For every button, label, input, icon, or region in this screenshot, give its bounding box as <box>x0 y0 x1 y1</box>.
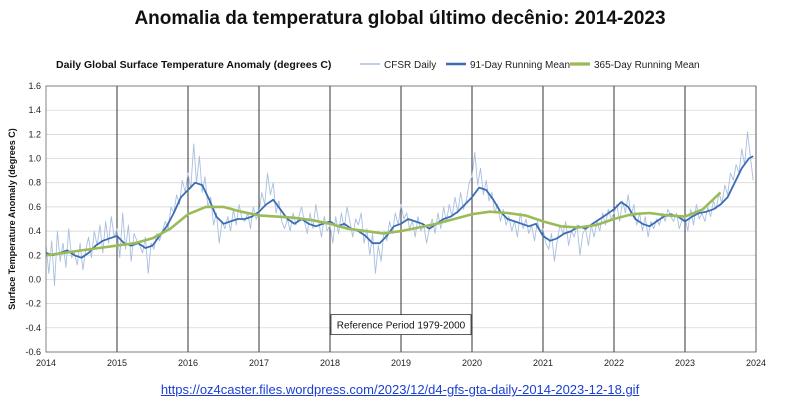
y-tick-label: 0.2 <box>28 250 41 260</box>
reference-period-annotation: Reference Period 1979-2000 <box>330 314 472 336</box>
x-tick-label: 2015 <box>107 358 127 368</box>
x-tick-label: 2022 <box>604 358 624 368</box>
legend-label: 365-Day Running Mean <box>594 60 700 71</box>
x-tick-label: 2024 <box>746 358 766 368</box>
x-tick-label: 2021 <box>533 358 553 368</box>
y-tick-label: 1.0 <box>28 154 41 164</box>
y-tick-label: 1.4 <box>28 105 41 115</box>
y-tick-label: 0.4 <box>28 226 41 236</box>
x-tick-label: 2014 <box>36 358 56 368</box>
x-tick-label: 2019 <box>391 358 411 368</box>
series-cfsr-daily <box>45 131 754 286</box>
source-link[interactable]: https://oz4caster.files.wordpress.com/20… <box>160 382 640 397</box>
y-tick-label: 0.6 <box>28 202 41 212</box>
annotation-text: Reference Period 1979-2000 <box>337 321 466 332</box>
legend-label: CFSR Daily <box>384 60 436 71</box>
x-tick-label: 2017 <box>249 358 269 368</box>
axes: -0.6 -0.4 -0.2 0.0 0.2 0.4 0.6 0.8 1.0 1.2 1.4 1.6 2… <box>25 81 766 368</box>
y-tick-label: -0.4 <box>25 323 41 333</box>
chart-container: Daily Global Surface Temperature Anomaly… <box>4 44 796 376</box>
series-layer <box>45 131 754 286</box>
series-91-day-running-mean <box>45 155 754 259</box>
annotation-box <box>330 314 472 336</box>
x-tick-label: 2020 <box>462 358 482 368</box>
y-axis-label: Surface Temperature Anomaly (degrees C) <box>7 128 17 310</box>
y-tick-label: 0.8 <box>28 178 41 188</box>
x-tick-label: 2018 <box>320 358 340 368</box>
x-tick-label: 2016 <box>178 358 198 368</box>
y-tick-label: 1.2 <box>28 129 41 139</box>
x-tick-label: 2023 <box>675 358 695 368</box>
legend: CFSR Daily 91-Day Running Mean 365-Day Run… <box>360 60 700 71</box>
grid <box>46 85 757 353</box>
y-tick-label: -0.2 <box>25 299 41 309</box>
y-tick-label: 1.6 <box>28 81 41 91</box>
y-tick-label: 0.0 <box>28 274 41 284</box>
series-365-day-running-mean <box>45 191 722 257</box>
plot-border <box>45 85 757 353</box>
chart-title: Daily Global Surface Temperature Anomaly… <box>56 59 331 71</box>
y-tick-label: -0.6 <box>25 347 41 357</box>
chart-svg: Daily Global Surface Temperature Anomaly… <box>7 59 766 368</box>
page-title: Anomalia da temperatura global último de… <box>134 8 666 29</box>
legend-label: 91-Day Running Mean <box>470 60 570 71</box>
